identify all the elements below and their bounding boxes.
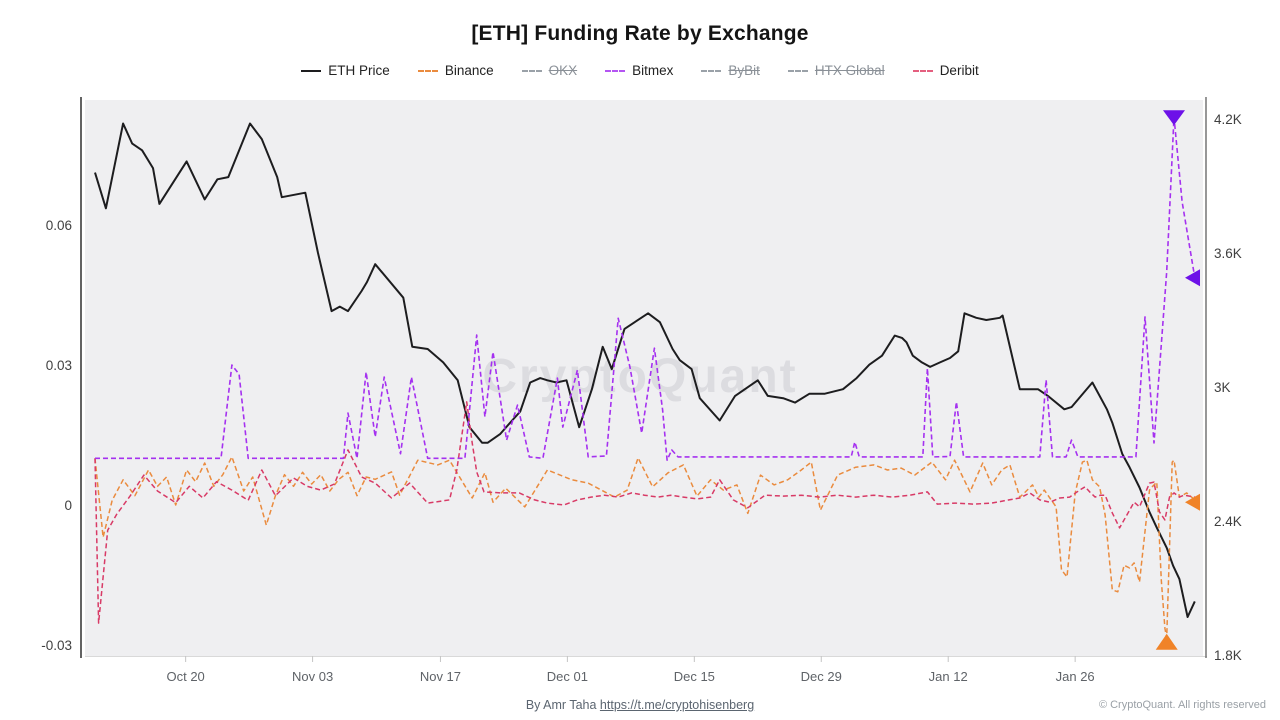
x-axis-label: Nov 17 — [420, 669, 461, 684]
bitmex-latest-marker — [1185, 269, 1200, 287]
x-axis-label: Jan 26 — [1056, 669, 1095, 684]
legend-label: Deribit — [939, 63, 979, 78]
binance-min-marker — [1155, 633, 1178, 650]
series-line-eth-price — [94, 122, 1196, 618]
dashed-line-swatch — [417, 69, 438, 72]
watermark: CryptoQuant — [482, 350, 797, 403]
x-axis-label: Dec 01 — [547, 669, 588, 684]
x-axis-label: Nov 03 — [292, 669, 333, 684]
copyright-text: © CryptoQuant. All rights reserved — [1098, 699, 1266, 711]
legend-label: ByBit — [728, 63, 760, 78]
series-line-deribit — [94, 401, 1195, 624]
credit-author: By Amr Taha — [525, 698, 600, 712]
x-axis-label: Dec 29 — [801, 669, 842, 684]
legend-item-bybit[interactable]: ByBit — [701, 63, 760, 78]
telegram-link[interactable]: https://t.me/cryptohisenberg — [599, 698, 755, 712]
left-axis-label: -0.03 — [41, 638, 72, 653]
series-line-binance — [94, 456, 1196, 639]
legend-item-eth-price[interactable]: ETH Price — [301, 63, 390, 78]
left-axis-label: 0.06 — [46, 218, 72, 233]
left-axis-label: 0.03 — [46, 358, 72, 373]
x-axis-label: Jan 12 — [929, 669, 968, 684]
dashed-line-swatch — [912, 69, 933, 72]
legend-label: HTX Global — [814, 63, 885, 78]
legend-item-bitmex[interactable]: Bitmex — [605, 63, 673, 78]
legend-label: ETH Price — [328, 63, 390, 78]
binance-latest-marker — [1185, 493, 1200, 511]
footer-credit: By Amr Taha https://t.me/cryptohisenberg — [0, 698, 1280, 712]
bitmex-max-marker — [1162, 110, 1185, 126]
right-axis-label: 4.2K — [1214, 112, 1242, 127]
dashed-line-swatch — [701, 69, 722, 72]
legend-item-htx-global[interactable]: HTX Global — [787, 63, 885, 78]
legend: ETH Price Binance OKX Bitmex ByBit HTX Global… — [0, 63, 1280, 78]
legend-label: Binance — [444, 63, 494, 78]
dashed-line-swatch — [787, 69, 808, 72]
series-line-bitmex — [95, 116, 1196, 462]
right-axis-label: 3K — [1214, 380, 1231, 395]
legend-label: Bitmex — [632, 63, 674, 78]
right-axis-label: 2.4K — [1214, 514, 1242, 529]
dashed-line-swatch — [521, 69, 542, 72]
legend-item-okx[interactable]: OKX — [521, 63, 578, 78]
solid-line-swatch — [301, 69, 322, 72]
legend-item-binance[interactable]: Binance — [417, 63, 494, 78]
x-axis-label: Dec 15 — [674, 669, 715, 684]
chart-title: [ETH] Funding Rate by Exchange — [471, 22, 809, 45]
x-axis-label: Oct 20 — [166, 669, 204, 684]
right-axis-label: 3.6K — [1214, 246, 1242, 261]
dashed-line-swatch — [605, 69, 626, 72]
right-axis-label: 1.8K — [1214, 648, 1242, 663]
legend-item-deribit[interactable]: Deribit — [912, 63, 979, 78]
legend-label: OKX — [548, 63, 578, 78]
left-axis-label: 0 — [64, 498, 72, 513]
